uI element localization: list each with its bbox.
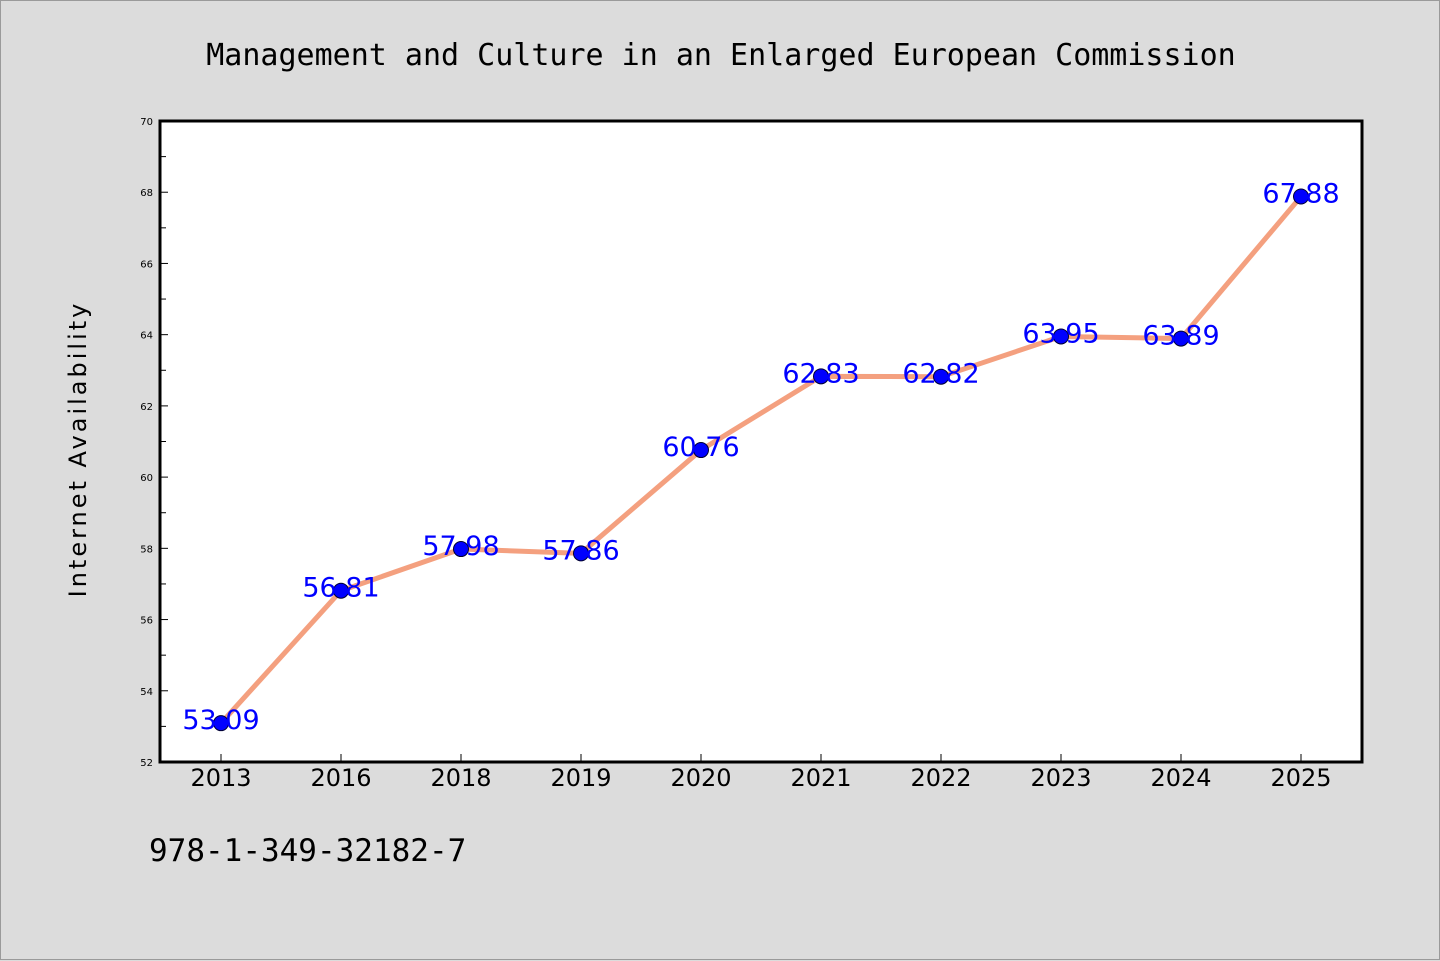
x-tick-label: 2016 (310, 764, 371, 792)
y-tick-label: 62 (140, 402, 153, 413)
y-tick-label: 56 (140, 616, 153, 627)
data-point (693, 442, 709, 459)
data-label: 62.82 (902, 359, 979, 390)
data-label: 53.09 (182, 705, 259, 736)
data-point (933, 368, 949, 385)
y-tick-label: 70 (140, 117, 153, 128)
x-tick-label: 2013 (190, 764, 251, 792)
isbn-text: 978-1-349-32182-7 (149, 833, 467, 869)
data-label: 56.81 (302, 573, 379, 604)
y-tick-label: 52 (140, 758, 153, 769)
data-point (453, 541, 469, 558)
x-axis: 2013 2016 2018 2019 2020 2021 2022 2023 2024 2025 (190, 754, 1332, 792)
data-point (1053, 328, 1069, 345)
x-tick-label: 2023 (1030, 764, 1091, 792)
data-point (1173, 330, 1189, 347)
data-label: 63.89 (1142, 321, 1219, 352)
y-tick-label: 66 (140, 259, 153, 270)
data-label: 57.86 (542, 535, 619, 566)
y-axis-label: Internet Availability (64, 301, 92, 598)
y-tick-label: 68 (140, 188, 153, 199)
data-label: 63.95 (1022, 318, 1099, 349)
y-tick-label: 64 (140, 331, 153, 342)
data-point (1293, 188, 1309, 205)
data-point (573, 545, 589, 562)
x-tick-label: 2024 (1150, 764, 1211, 792)
data-point (813, 368, 829, 385)
chart-title: Management and Culture in an Enlarged Eu… (206, 38, 1236, 73)
x-tick-label: 2019 (550, 764, 611, 792)
x-tick-label: 2020 (670, 764, 731, 792)
x-tick-label: 2018 (430, 764, 491, 792)
y-axis: 52 54 56 58 60 62 64 66 68 70 (140, 117, 168, 769)
x-tick-label: 2025 (1270, 764, 1331, 792)
y-tick-label: 60 (140, 473, 153, 484)
data-label: 67.88 (1262, 178, 1339, 209)
series-line (218, 193, 1304, 726)
y-tick-label: 54 (140, 687, 153, 698)
y-tick-label: 58 (140, 544, 153, 555)
data-label: 57.98 (422, 531, 499, 562)
plot-area (158, 119, 1364, 764)
data-point (333, 582, 349, 599)
series-layer: 53.09 56.81 57.98 57.86 60.76 62.83 62.82 63.95… (182, 178, 1339, 736)
x-tick-label: 2022 (910, 764, 971, 792)
data-point (213, 715, 229, 732)
x-tick-label: 2021 (790, 764, 851, 792)
data-label: 60.76 (662, 432, 739, 463)
data-label: 62.83 (782, 358, 859, 389)
